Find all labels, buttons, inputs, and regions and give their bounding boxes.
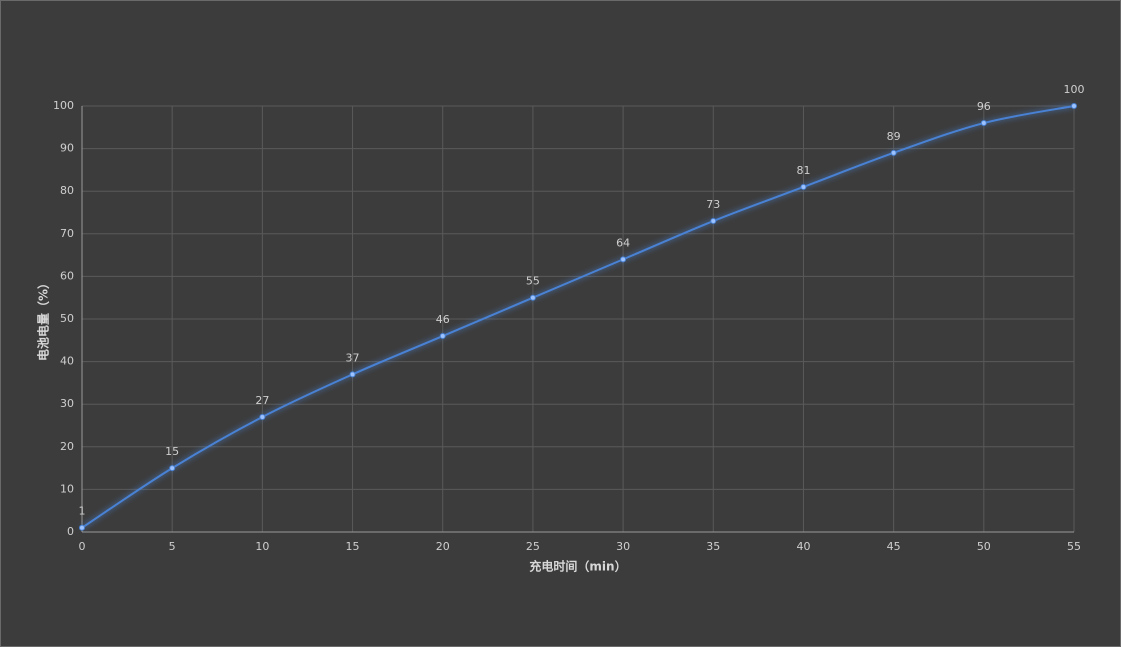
y-tick-label: 40 — [60, 355, 74, 368]
y-tick-label: 0 — [67, 525, 74, 538]
point — [349, 371, 356, 378]
point — [980, 120, 987, 127]
x-tick-label: 25 — [526, 540, 540, 553]
x-tick-label: 45 — [887, 540, 901, 553]
point — [800, 183, 807, 190]
point — [890, 149, 897, 156]
data-label: 27 — [255, 394, 269, 407]
x-tick-label: 5 — [169, 540, 176, 553]
point — [439, 333, 446, 340]
x-tick-label: 0 — [79, 540, 86, 553]
y-tick-label: 30 — [60, 397, 74, 410]
data-label: 96 — [977, 100, 991, 113]
y-tick-label: 50 — [60, 312, 74, 325]
data-label: 46 — [436, 313, 450, 326]
x-tick-label: 10 — [255, 540, 269, 553]
y-tick-label: 100 — [53, 99, 74, 112]
point — [1071, 103, 1077, 109]
data-label: 37 — [346, 351, 360, 364]
data-label: 81 — [796, 164, 810, 177]
x-axis-label: 充电时间（min） — [529, 559, 626, 574]
point — [620, 256, 627, 263]
point — [710, 218, 717, 225]
y-tick-label: 60 — [60, 269, 74, 282]
x-tick-label: 40 — [796, 540, 810, 553]
data-label: 1 — [79, 505, 86, 518]
x-tick-label: 30 — [616, 540, 630, 553]
data-label: 64 — [616, 236, 630, 249]
x-tick-label: 50 — [977, 540, 991, 553]
y-axis-label: 电池电量（%） — [36, 277, 51, 361]
data-label: 15 — [165, 445, 179, 458]
line — [81, 105, 1075, 529]
point — [259, 413, 266, 420]
x-tick-label: 55 — [1067, 540, 1081, 553]
y-tick-label: 10 — [60, 482, 74, 495]
point — [529, 294, 536, 301]
data-label: 73 — [706, 198, 720, 211]
point — [79, 524, 85, 531]
x-tick-label: 35 — [706, 540, 720, 553]
data-label: 55 — [526, 275, 540, 288]
x-tick-label: 20 — [436, 540, 450, 553]
point — [169, 465, 176, 472]
y-tick-label: 80 — [60, 184, 74, 197]
y-tick-label: 90 — [60, 142, 74, 155]
data-label: 100 — [1064, 83, 1085, 96]
y-tick-label: 20 — [60, 440, 74, 453]
data-label: 89 — [887, 130, 901, 143]
x-tick-label: 15 — [346, 540, 360, 553]
y-tick-label: 70 — [60, 227, 74, 240]
